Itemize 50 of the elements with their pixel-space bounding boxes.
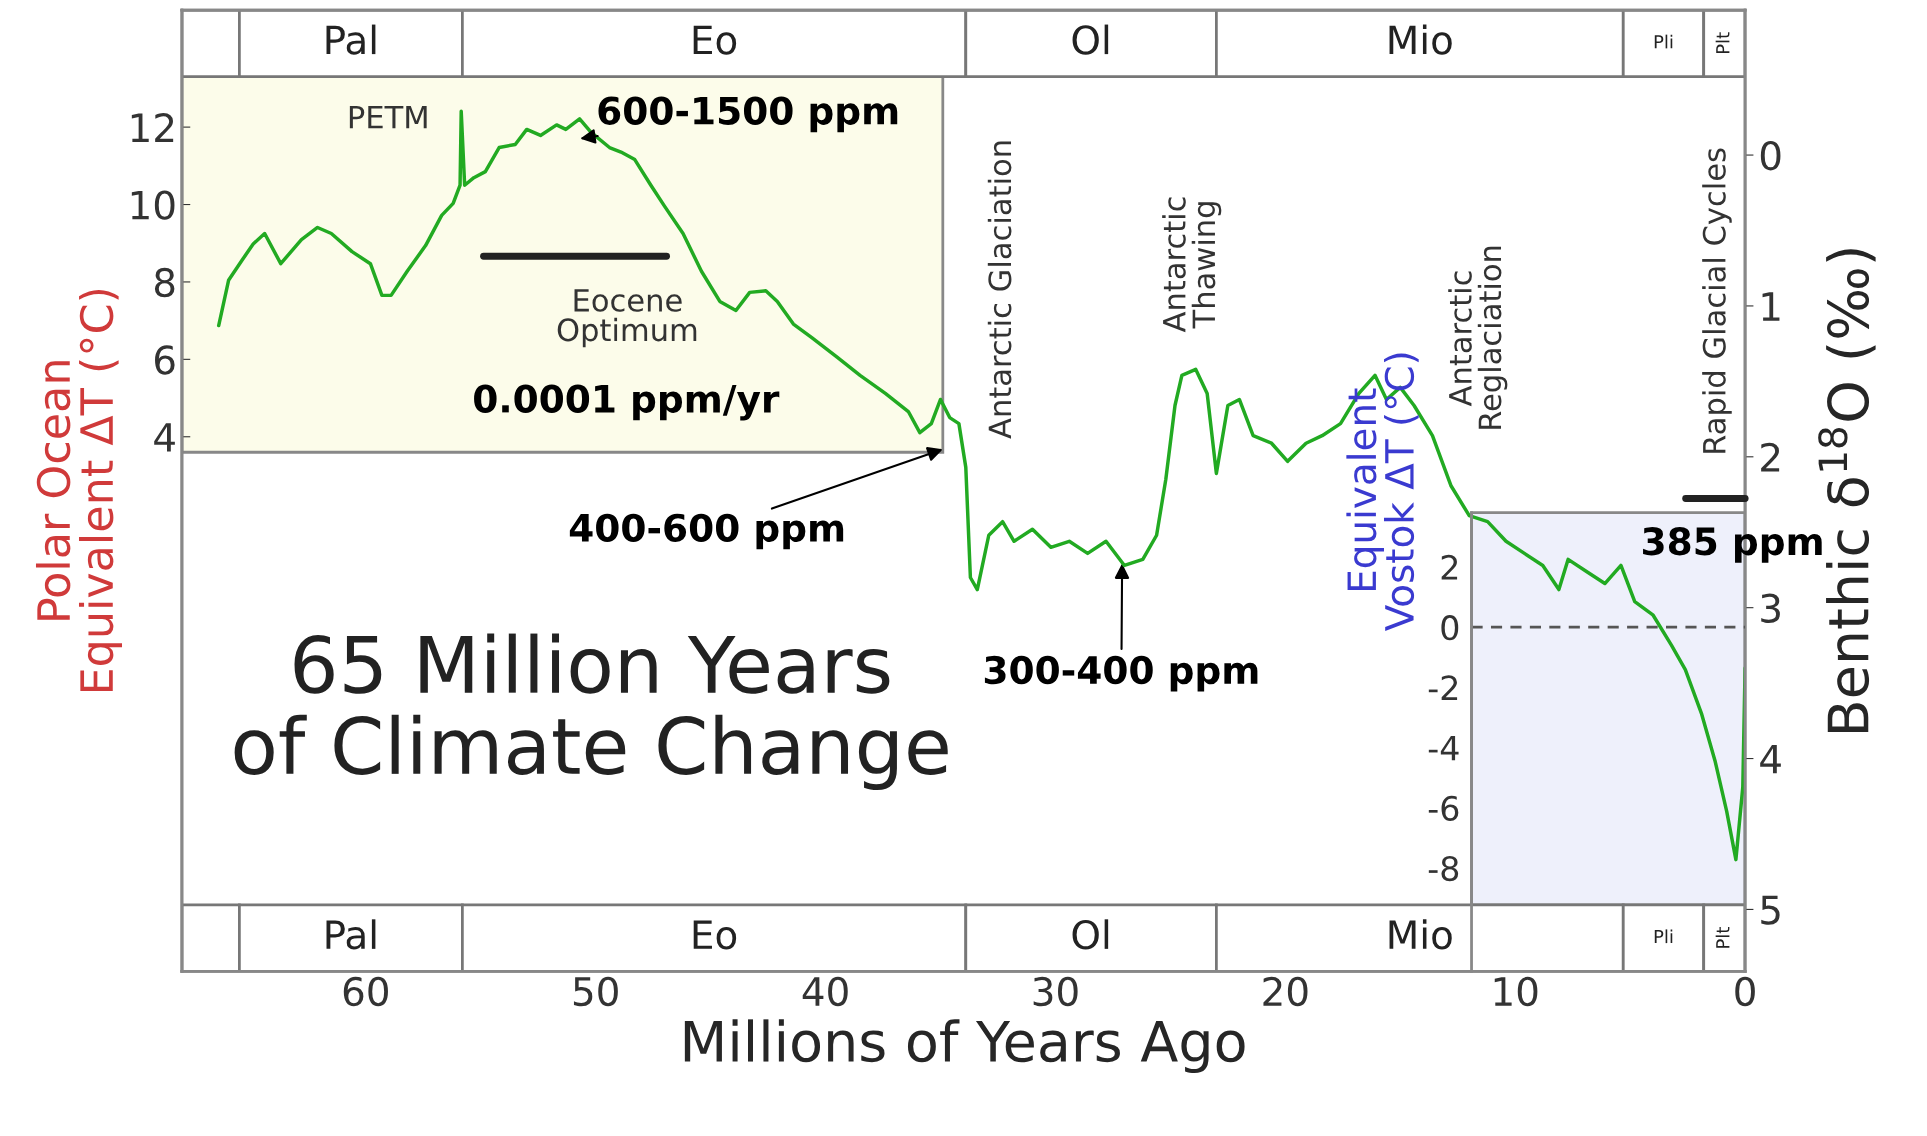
x-tick-label: 60 [343, 976, 388, 1007]
text: Ol [1072, 919, 1109, 950]
y3-tick-label: -6 [1428, 795, 1459, 821]
annotation: 600-1500 ppm [598, 96, 898, 133]
y2-tick-label: 1 [1762, 292, 1780, 321]
annotation: 300-400 ppm [984, 655, 1258, 692]
annotation: Eocene Optimum [557, 289, 697, 348]
band-label: Mio [1389, 24, 1452, 55]
y2-tick-label: 5 [1761, 895, 1780, 925]
y-axis-title: Polar Ocean Equivalent ΔT (°C) [35, 289, 123, 692]
y3-tick-label: -2 [1428, 675, 1458, 701]
y2-tick-label: 2 [1761, 442, 1780, 472]
annotation: Rapid Glacial Cycles [1702, 148, 1732, 453]
band-label: Eo [693, 25, 737, 55]
text: Pal [326, 919, 376, 950]
x-tick-label: 20 [1263, 976, 1308, 1007]
annotation: PETM [349, 105, 427, 129]
x-tick-label: 40 [802, 976, 848, 1007]
band-label: Plt [1715, 32, 1730, 54]
y3-tick-label: 2 [1441, 554, 1458, 580]
annotation: 400-600 ppm [569, 513, 844, 550]
y3-tick-label: -4 [1428, 735, 1459, 761]
x-tick-label: 0 [1735, 976, 1755, 1007]
x-tick-label: 10 [1494, 976, 1538, 1007]
annotation: Antarctic Thawing [1162, 197, 1222, 333]
band-label: Pal [326, 24, 376, 55]
text: 65 Million Years of Climate Change [234, 633, 948, 791]
y3-axis-title: Equivalent Vostok ΔT (°C) [1346, 353, 1419, 632]
annotation: Antarctic Glaciation [987, 141, 1012, 439]
annotation: 0.0001 ppm/yr [474, 384, 780, 421]
y-tick-label: 4 [154, 423, 175, 452]
band-label: Ol [1072, 24, 1109, 55]
y-tick-label: 10 [131, 190, 175, 220]
band-label: Pli [1654, 34, 1673, 49]
x-axis-title: Millions of Years Ago [684, 1019, 1245, 1074]
x-tick-label: 30 [1033, 976, 1078, 1007]
y3-tick-label: 0 [1441, 615, 1459, 641]
y2-tick-label: 4 [1760, 744, 1781, 774]
y-tick-label: 6 [155, 345, 175, 375]
annotation: Antarctic Reglaciation [1448, 246, 1508, 429]
text: Mio [1389, 919, 1452, 950]
x-tick-label: 50 [573, 976, 618, 1007]
y2-tick-label: 0 [1760, 140, 1781, 171]
text: Pli [1654, 929, 1673, 944]
text: Plt [1715, 927, 1730, 948]
y-tick-label: 8 [154, 267, 175, 298]
y3-tick-label: -8 [1428, 855, 1459, 882]
y2-tick-label: 3 [1761, 593, 1780, 624]
text: Eo [693, 920, 737, 950]
y-tick-label: 12 [131, 113, 174, 142]
